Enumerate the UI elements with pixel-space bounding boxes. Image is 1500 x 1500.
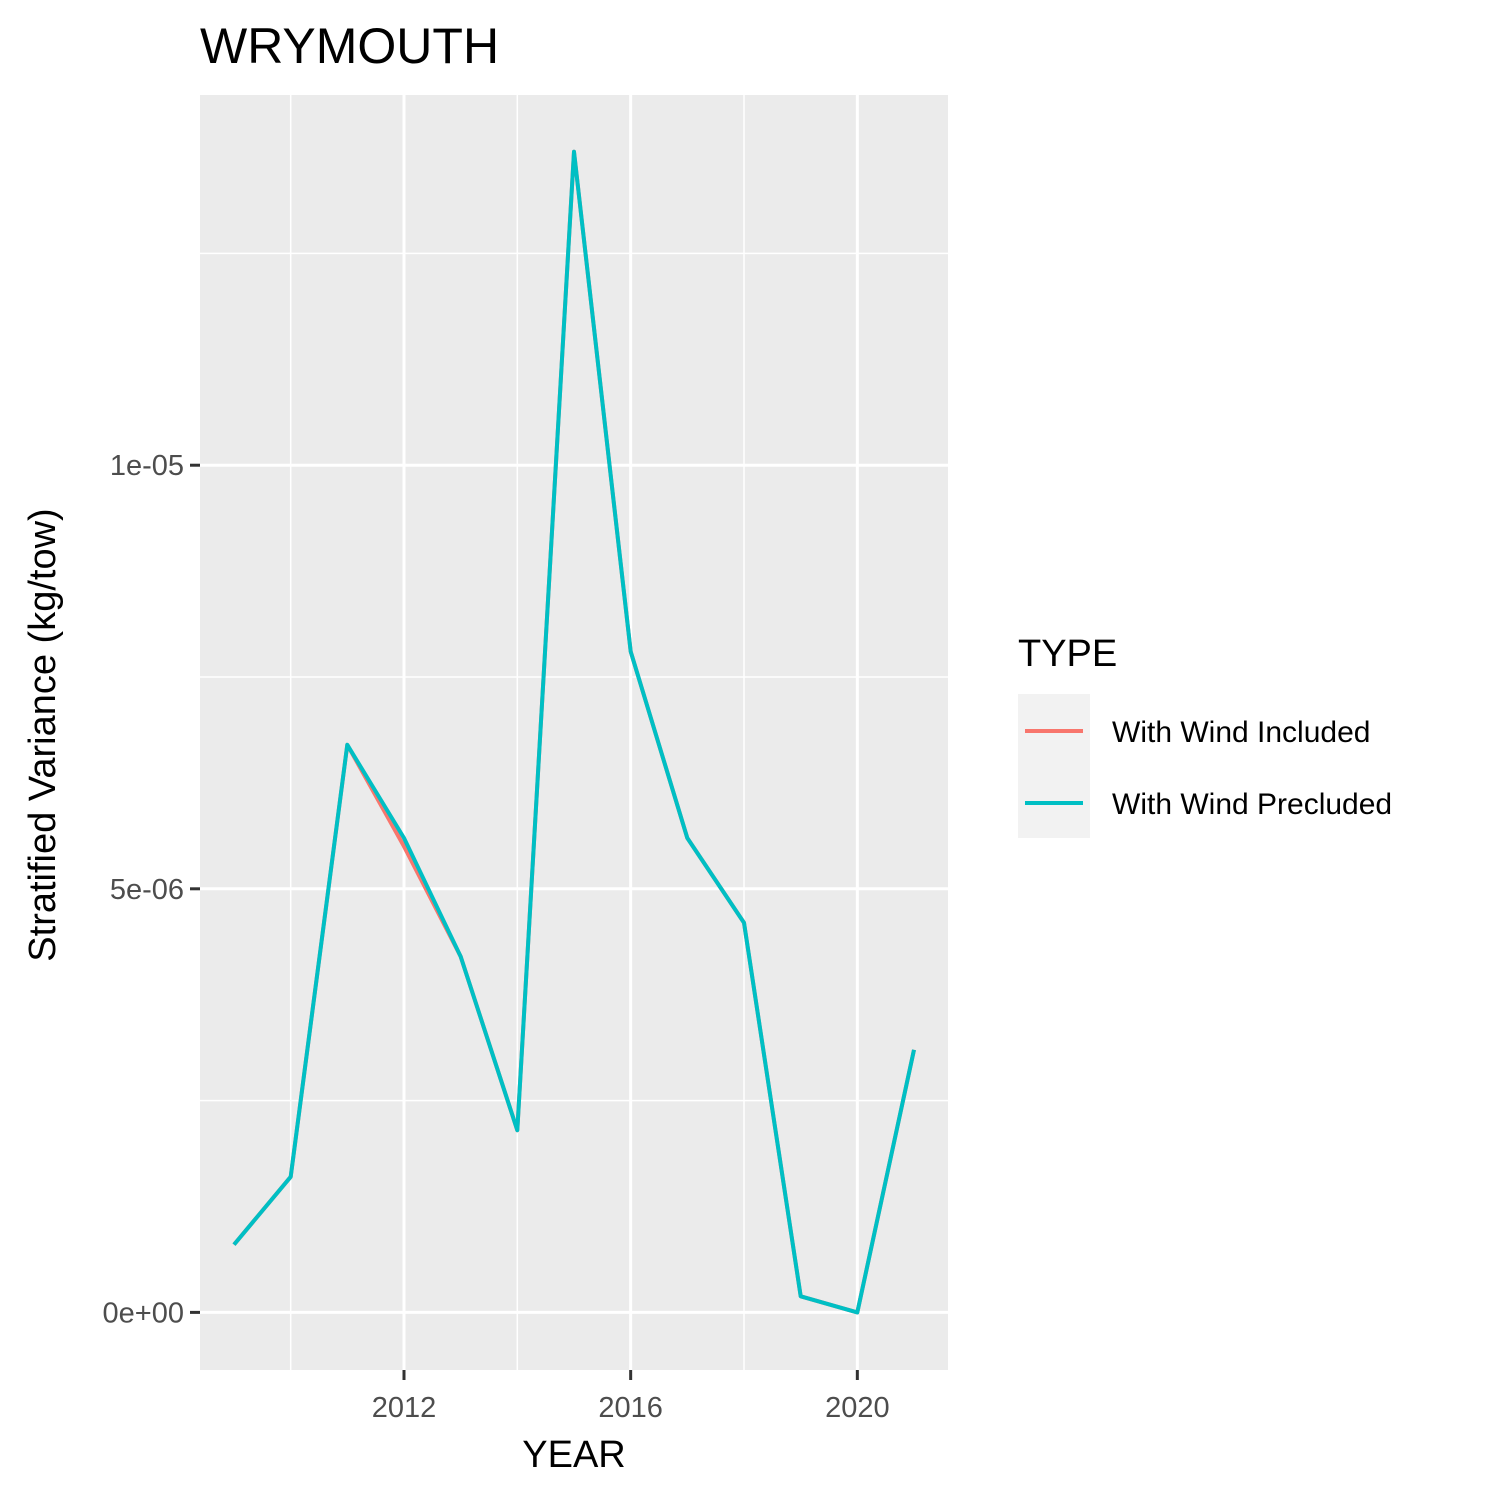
y-axis-title: Stratified Variance (kg/tow) — [22, 508, 64, 961]
series-line-with-wind-precluded — [232, 149, 916, 1315]
x-tick-label: 2016 — [598, 1392, 663, 1424]
y-axis: 0e+00 5e-06 1e-05 — [103, 450, 200, 1329]
legend-key-background — [1018, 694, 1090, 838]
series-lines — [232, 149, 916, 1315]
x-tick-label: 2012 — [372, 1392, 437, 1424]
x-axis-title: YEAR — [522, 1434, 625, 1476]
y-tick-label: 5e-06 — [110, 874, 184, 906]
x-tick-label: 2020 — [825, 1392, 890, 1424]
legend: TYPE With Wind Included With Wind Preclud… — [1018, 633, 1392, 838]
y-tick-label: 0e+00 — [103, 1297, 184, 1329]
major-gridlines — [200, 95, 948, 1370]
legend-label-with-wind-included: With Wind Included — [1112, 716, 1370, 749]
minor-gridlines — [200, 95, 948, 1370]
legend-title: TYPE — [1018, 633, 1117, 675]
chart-title: WRYMOUTH — [200, 18, 499, 74]
legend-items: With Wind Included With Wind Precluded — [1025, 716, 1392, 821]
legend-label-with-wind-precluded: With Wind Precluded — [1112, 788, 1392, 821]
x-axis: 2012 2016 2020 — [372, 1370, 890, 1424]
y-tick-label: 1e-05 — [110, 450, 184, 482]
plot-panel — [200, 95, 948, 1370]
